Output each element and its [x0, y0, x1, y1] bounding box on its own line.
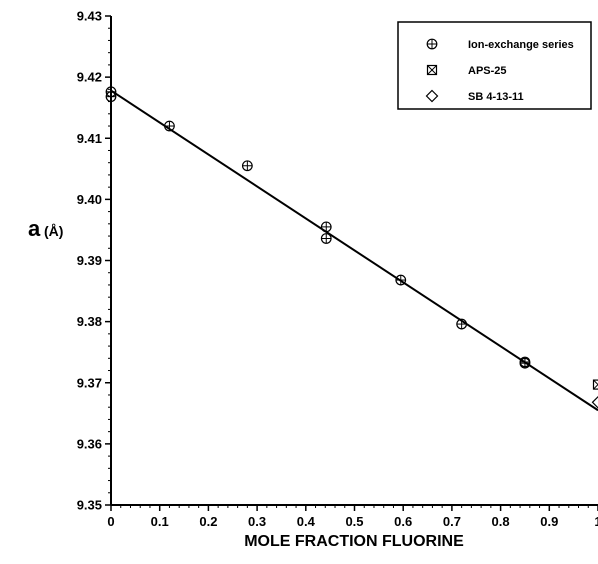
legend-marker: [426, 64, 438, 76]
y-tick-label: 9.43: [77, 9, 102, 24]
y-tick-label: 9.40: [77, 192, 102, 207]
legend-marker: [425, 89, 439, 103]
regression-line: [110, 89, 598, 412]
x-tick-label: 0.2: [199, 514, 217, 529]
y-tick-label: 9.38: [77, 314, 102, 329]
data-point: [241, 160, 253, 172]
x-tick-label: 1: [594, 514, 598, 529]
plot-layer: 9.35 9.36 9.37 9.38 9.39 9.40 9.41 9.42 9.43 0 0.1…: [77, 9, 598, 529]
legend-marker: [426, 38, 438, 50]
data-point: [105, 86, 117, 98]
y-tick-label: 9.42: [77, 70, 102, 85]
y-tick-label: 9.39: [77, 253, 102, 268]
y-tick-label: 9.36: [77, 436, 102, 451]
marker-diag-2: [593, 383, 598, 390]
marker-diamond: [591, 395, 598, 409]
legend-label-ion-exchange: Ion-exchange series: [468, 39, 574, 51]
y-tick-label: 9.35: [77, 498, 102, 513]
x-tick-label: 0.6: [394, 514, 412, 529]
legend-markers: [425, 38, 439, 103]
x-tick-label: 0.7: [443, 514, 461, 529]
x-tick-label: 0.9: [540, 514, 558, 529]
legend-label-sb-4-13-11: SB 4-13-11: [468, 91, 524, 103]
x-tick-label: 0: [107, 514, 114, 529]
data-point: [456, 318, 468, 330]
marker-diag-1: [593, 379, 598, 386]
marker-box: [592, 379, 598, 390]
data-point: [592, 379, 598, 390]
y-tick-label: 9.41: [77, 131, 102, 146]
y-axis-title-unit: (Å): [44, 223, 63, 239]
data-point: [320, 233, 332, 244]
x-tick-label: 0.1: [151, 514, 169, 529]
marker-diag-2: [427, 65, 437, 75]
legend-label-aps-25: APS-25: [468, 65, 507, 77]
data-point: [519, 357, 531, 369]
x-tick-label: 0.5: [345, 514, 363, 529]
y-tick-label: 9.37: [77, 375, 102, 390]
data-point: [591, 395, 598, 409]
data-point: [320, 221, 332, 233]
x-axis-title: MOLE FRACTION FLUORINE: [244, 533, 464, 550]
x-tick-label: 0.8: [492, 514, 510, 529]
marker-diamond: [425, 89, 439, 103]
x-tick-label: 0.3: [248, 514, 266, 529]
data-point: [395, 274, 407, 286]
y-axis-title-main: a: [28, 216, 41, 241]
x-tick-label: 0.4: [297, 514, 316, 529]
legend: Ion-exchange series APS-25 SB 4-13-11: [397, 21, 592, 110]
data-point: [164, 120, 175, 132]
